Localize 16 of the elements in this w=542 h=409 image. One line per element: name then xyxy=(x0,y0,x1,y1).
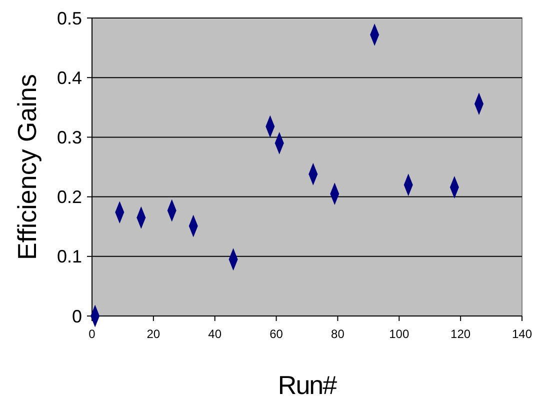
y-axis-title: Efficiency Gains xyxy=(12,74,42,260)
y-tick-label: 0.1 xyxy=(56,246,82,267)
x-axis-title: Run# xyxy=(278,370,338,400)
x-tick-label: 100 xyxy=(389,327,410,341)
x-tick-label: 40 xyxy=(208,327,222,341)
y-tick-label: 0.4 xyxy=(56,68,82,88)
x-tick-label: 60 xyxy=(270,327,284,341)
x-tick-label: 140 xyxy=(512,327,532,341)
x-tick-label: 0 xyxy=(88,327,96,341)
x-tick-label: 20 xyxy=(146,327,160,341)
x-tick-label: 80 xyxy=(331,327,345,341)
x-tick-label: 120 xyxy=(450,327,471,341)
y-tick-label: 0.2 xyxy=(56,187,82,208)
y-tick-label: 0.3 xyxy=(56,128,82,148)
y-tick-label: 0.5 xyxy=(56,8,82,28)
y-tick-label: 0 xyxy=(72,306,82,326)
